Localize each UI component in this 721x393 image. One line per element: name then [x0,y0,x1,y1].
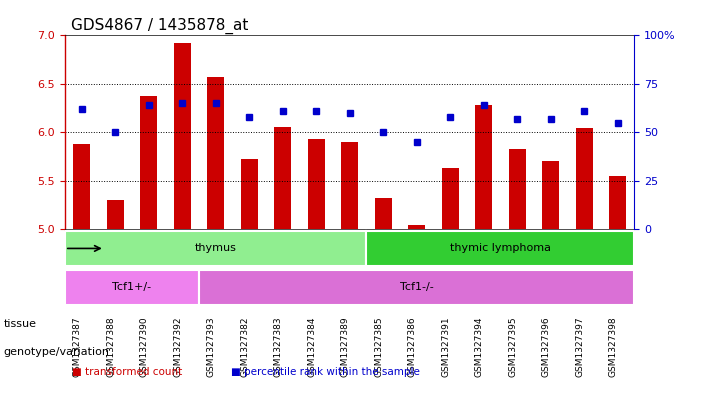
Text: GSM1327398: GSM1327398 [609,316,618,377]
Bar [74,144,90,229]
FancyBboxPatch shape [199,270,634,305]
Text: Tcf1+/-: Tcf1+/- [112,282,151,292]
Text: thymic lymphoma: thymic lymphoma [450,243,551,253]
Bar [475,105,492,229]
Text: ■ transformed count: ■ transformed count [72,367,182,377]
Bar [141,96,157,229]
Bar [375,198,392,229]
Text: GSM1327395: GSM1327395 [508,316,517,377]
Text: GSM1327382: GSM1327382 [240,316,249,377]
Bar [107,200,123,229]
Text: GSM1327383: GSM1327383 [274,316,283,377]
Text: thymus: thymus [195,243,236,253]
Text: ■ percentile rank within the sample: ■ percentile rank within the sample [231,367,420,377]
Bar [576,129,593,229]
Bar [408,225,425,229]
Text: GSM1327392: GSM1327392 [173,316,182,377]
Text: GSM1327397: GSM1327397 [575,316,584,377]
Text: Tcf1-/-: Tcf1-/- [400,282,433,292]
Text: GSM1327387: GSM1327387 [73,316,81,377]
Text: GSM1327391: GSM1327391 [441,316,450,377]
FancyBboxPatch shape [65,270,199,305]
Text: GSM1327390: GSM1327390 [140,316,149,377]
Text: GDS4867 / 1435878_at: GDS4867 / 1435878_at [71,18,248,34]
Bar [509,149,526,229]
FancyBboxPatch shape [366,231,634,266]
Text: tissue: tissue [4,319,37,329]
Bar [542,161,559,229]
Text: GSM1327396: GSM1327396 [541,316,551,377]
Text: GSM1327388: GSM1327388 [106,316,115,377]
Bar [174,43,190,229]
Text: GSM1327385: GSM1327385 [374,316,383,377]
Bar [341,142,358,229]
Bar [308,139,324,229]
Bar [208,77,224,229]
Bar [442,168,459,229]
Text: GSM1327386: GSM1327386 [407,316,417,377]
Text: GSM1327389: GSM1327389 [341,316,350,377]
Text: genotype/variation: genotype/variation [4,347,110,357]
Bar [241,159,257,229]
Text: GSM1327394: GSM1327394 [474,316,484,377]
Text: GSM1327384: GSM1327384 [307,316,317,377]
Bar [609,176,626,229]
Bar [274,127,291,229]
FancyBboxPatch shape [65,231,366,266]
Text: GSM1327393: GSM1327393 [207,316,216,377]
